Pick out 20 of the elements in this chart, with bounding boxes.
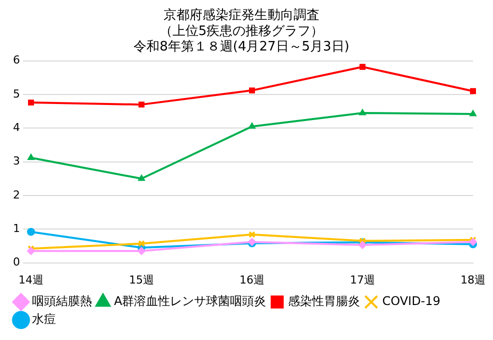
y-tick-label: 5 xyxy=(13,87,20,100)
y-tick-label: 0 xyxy=(13,256,20,269)
x-tick-label: 14週 xyxy=(18,273,44,286)
x-tick-label: 15週 xyxy=(129,273,154,286)
text: 令和8年第１８週(4月27日～5月3日) xyxy=(134,39,350,54)
legend-label: 感染性胃腸炎 xyxy=(288,294,360,308)
legend-label: COVID-19 xyxy=(382,294,440,308)
y-tick-label: 4 xyxy=(13,120,20,134)
x-tick-label: 18週 xyxy=(460,273,486,286)
text: 京都府感染症発生動向調査 xyxy=(164,8,320,24)
legend-label: 咽頭結膜熱 xyxy=(32,294,92,308)
x-tick-label: 16週 xyxy=(240,273,264,286)
text: （上位5疾患の推移グラフ） xyxy=(159,24,324,39)
x-tick-label: 17週 xyxy=(350,273,375,286)
y-tick-label: 2 xyxy=(13,188,20,202)
legend-label: A群溶血性レンサ球菌咽頭炎 xyxy=(114,294,266,308)
y-tick-label: 1 xyxy=(13,222,20,235)
y-tick-label: 3 xyxy=(13,154,20,168)
legend-label: 水痘 xyxy=(32,312,56,326)
y-tick-label: 6 xyxy=(13,54,20,67)
